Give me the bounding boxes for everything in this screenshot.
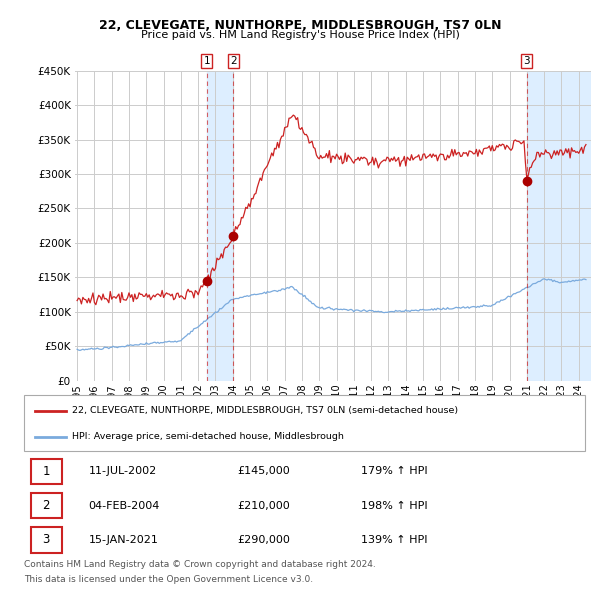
Text: £290,000: £290,000 bbox=[237, 535, 290, 545]
FancyBboxPatch shape bbox=[24, 395, 585, 451]
Text: Contains HM Land Registry data © Crown copyright and database right 2024.: Contains HM Land Registry data © Crown c… bbox=[24, 560, 376, 569]
Text: 198% ↑ HPI: 198% ↑ HPI bbox=[361, 501, 427, 510]
Text: 139% ↑ HPI: 139% ↑ HPI bbox=[361, 535, 427, 545]
Bar bbox=[527, 71, 591, 381]
Text: £210,000: £210,000 bbox=[237, 501, 290, 510]
Text: 179% ↑ HPI: 179% ↑ HPI bbox=[361, 467, 427, 476]
Text: HPI: Average price, semi-detached house, Middlesbrough: HPI: Average price, semi-detached house,… bbox=[71, 432, 344, 441]
Text: 3: 3 bbox=[43, 533, 50, 546]
Text: 04-FEB-2004: 04-FEB-2004 bbox=[89, 501, 160, 510]
Text: 2: 2 bbox=[230, 56, 237, 66]
Text: 11-JUL-2002: 11-JUL-2002 bbox=[89, 467, 157, 476]
Text: 3: 3 bbox=[524, 56, 530, 66]
FancyBboxPatch shape bbox=[31, 527, 62, 553]
Text: This data is licensed under the Open Government Licence v3.0.: This data is licensed under the Open Gov… bbox=[24, 575, 313, 584]
Bar bbox=[207, 71, 233, 381]
Text: 1: 1 bbox=[203, 56, 210, 66]
Text: 15-JAN-2021: 15-JAN-2021 bbox=[89, 535, 158, 545]
FancyBboxPatch shape bbox=[31, 458, 62, 484]
Text: £145,000: £145,000 bbox=[237, 467, 290, 476]
Text: 2: 2 bbox=[43, 499, 50, 512]
Text: 22, CLEVEGATE, NUNTHORPE, MIDDLESBROUGH, TS7 0LN (semi-detached house): 22, CLEVEGATE, NUNTHORPE, MIDDLESBROUGH,… bbox=[71, 407, 458, 415]
Text: 22, CLEVEGATE, NUNTHORPE, MIDDLESBROUGH, TS7 0LN: 22, CLEVEGATE, NUNTHORPE, MIDDLESBROUGH,… bbox=[99, 19, 501, 32]
Text: 1: 1 bbox=[43, 465, 50, 478]
Text: Price paid vs. HM Land Registry's House Price Index (HPI): Price paid vs. HM Land Registry's House … bbox=[140, 30, 460, 40]
FancyBboxPatch shape bbox=[31, 493, 62, 519]
